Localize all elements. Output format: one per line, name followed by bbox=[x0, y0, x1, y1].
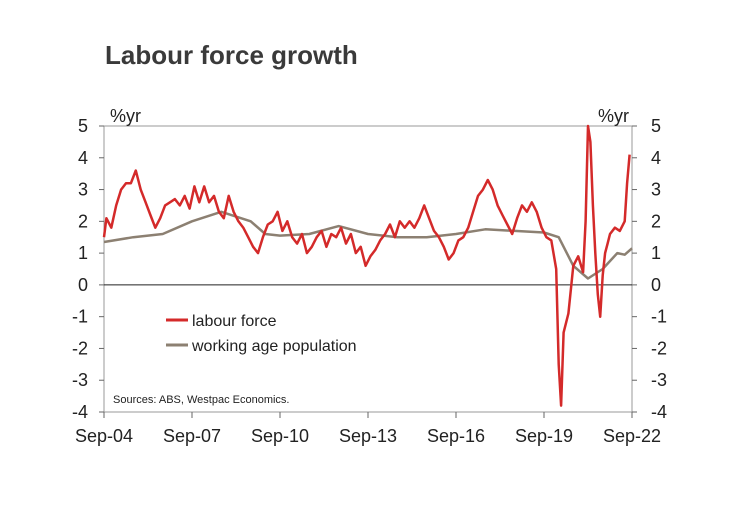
y-tick-label-left: 3 bbox=[78, 180, 88, 200]
x-tick-label: Sep-07 bbox=[163, 426, 221, 446]
series-line-labour-force bbox=[102, 124, 631, 407]
x-tick-label: Sep-16 bbox=[427, 426, 485, 446]
legend-label-working-age-population: working age population bbox=[191, 338, 357, 355]
y-tick-label-right: -1 bbox=[651, 307, 667, 327]
y-axis-left: 5 4 3 2 1 0 -1 -2 -3 -4 bbox=[72, 116, 104, 422]
series-line-working-age-population bbox=[103, 210, 633, 280]
y-unit-left: %yr bbox=[110, 106, 141, 126]
plot-frame bbox=[103, 125, 633, 413]
y-tick-label-right: 5 bbox=[651, 116, 661, 136]
legend-label-labour-force: labour force bbox=[192, 313, 277, 330]
x-tick-label: Sep-19 bbox=[515, 426, 573, 446]
y-tick-label-right: -3 bbox=[651, 370, 667, 390]
y-tick-label-left: 1 bbox=[78, 243, 88, 263]
x-tick-label: Sep-22 bbox=[603, 426, 661, 446]
series-layer bbox=[102, 124, 633, 407]
y-tick-label-left: -4 bbox=[72, 402, 88, 422]
y-tick-label-left: -3 bbox=[72, 370, 88, 390]
y-tick-label-left: -2 bbox=[72, 338, 88, 358]
y-tick-label-left: 5 bbox=[78, 116, 88, 136]
legend: labour force working age population bbox=[166, 313, 357, 355]
x-tick-label: Sep-04 bbox=[75, 426, 133, 446]
x-axis: Sep-04 Sep-07 Sep-10 Sep-13 Sep-16 Sep-19 Sep-… bbox=[75, 412, 661, 446]
y-unit-right: %yr bbox=[598, 106, 629, 126]
chart-title: Labour force growth bbox=[105, 40, 358, 70]
y-tick-label-left: 2 bbox=[78, 211, 88, 231]
y-tick-label-right: 1 bbox=[651, 243, 661, 263]
y-tick-label-right: -2 bbox=[651, 338, 667, 358]
x-tick-label: Sep-13 bbox=[339, 426, 397, 446]
y-tick-label-right: -4 bbox=[651, 402, 667, 422]
x-tick-label: Sep-10 bbox=[251, 426, 309, 446]
y-tick-label-right: 4 bbox=[651, 148, 661, 168]
plot-border bbox=[103, 125, 633, 413]
y-tick-label-right: 0 bbox=[651, 275, 661, 295]
y-axis-right: 5 4 3 2 1 0 -1 -2 -3 -4 bbox=[632, 116, 667, 422]
y-tick-label-left: 4 bbox=[78, 148, 88, 168]
y-tick-label-right: 3 bbox=[651, 180, 661, 200]
source-note: Sources: ABS, Westpac Economics. bbox=[113, 394, 289, 406]
y-tick-label-left: -1 bbox=[72, 307, 88, 327]
y-tick-label-right: 2 bbox=[651, 211, 661, 231]
y-tick-label-left: 0 bbox=[78, 275, 88, 295]
